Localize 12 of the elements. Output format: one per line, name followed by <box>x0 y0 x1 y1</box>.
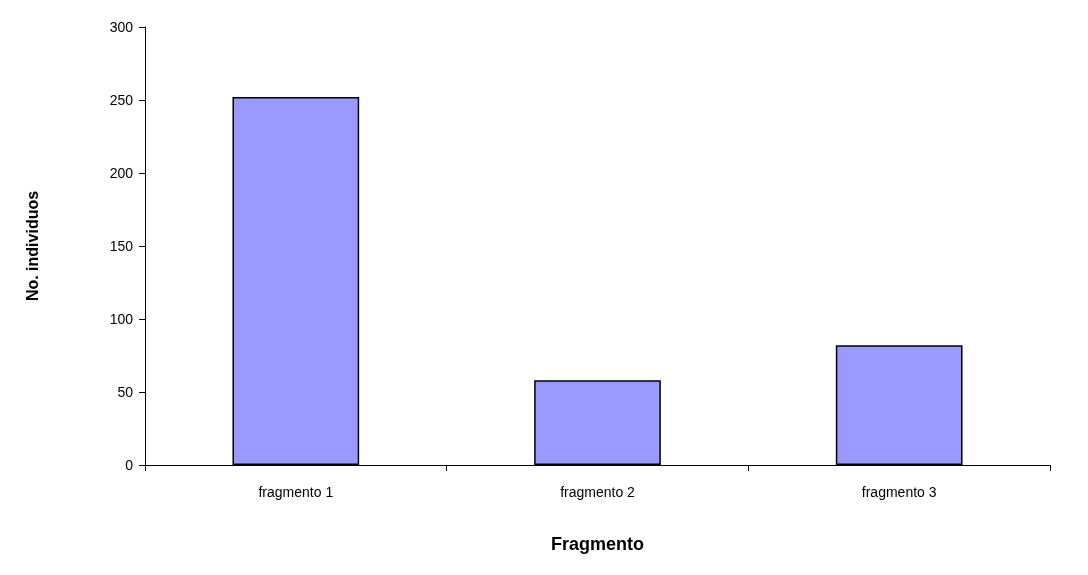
x-axis-title: Fragmento <box>550 534 645 554</box>
x-tick-label: fragmento 1 <box>258 484 334 500</box>
y-tick-label: 50 <box>117 384 134 400</box>
y-tick-label: 200 <box>109 165 134 181</box>
y-tick-label: 100 <box>109 311 134 327</box>
x-tick-label: fragmento 2 <box>560 484 636 500</box>
y-tick-label: 0 <box>125 457 134 473</box>
y-tick-label: 150 <box>109 238 134 254</box>
x-tick-label: fragmento 3 <box>861 484 937 500</box>
y-tick-label: 250 <box>109 92 134 108</box>
y-axis-title: No. individuos <box>23 190 41 302</box>
y-tick-label: 300 <box>109 19 134 35</box>
